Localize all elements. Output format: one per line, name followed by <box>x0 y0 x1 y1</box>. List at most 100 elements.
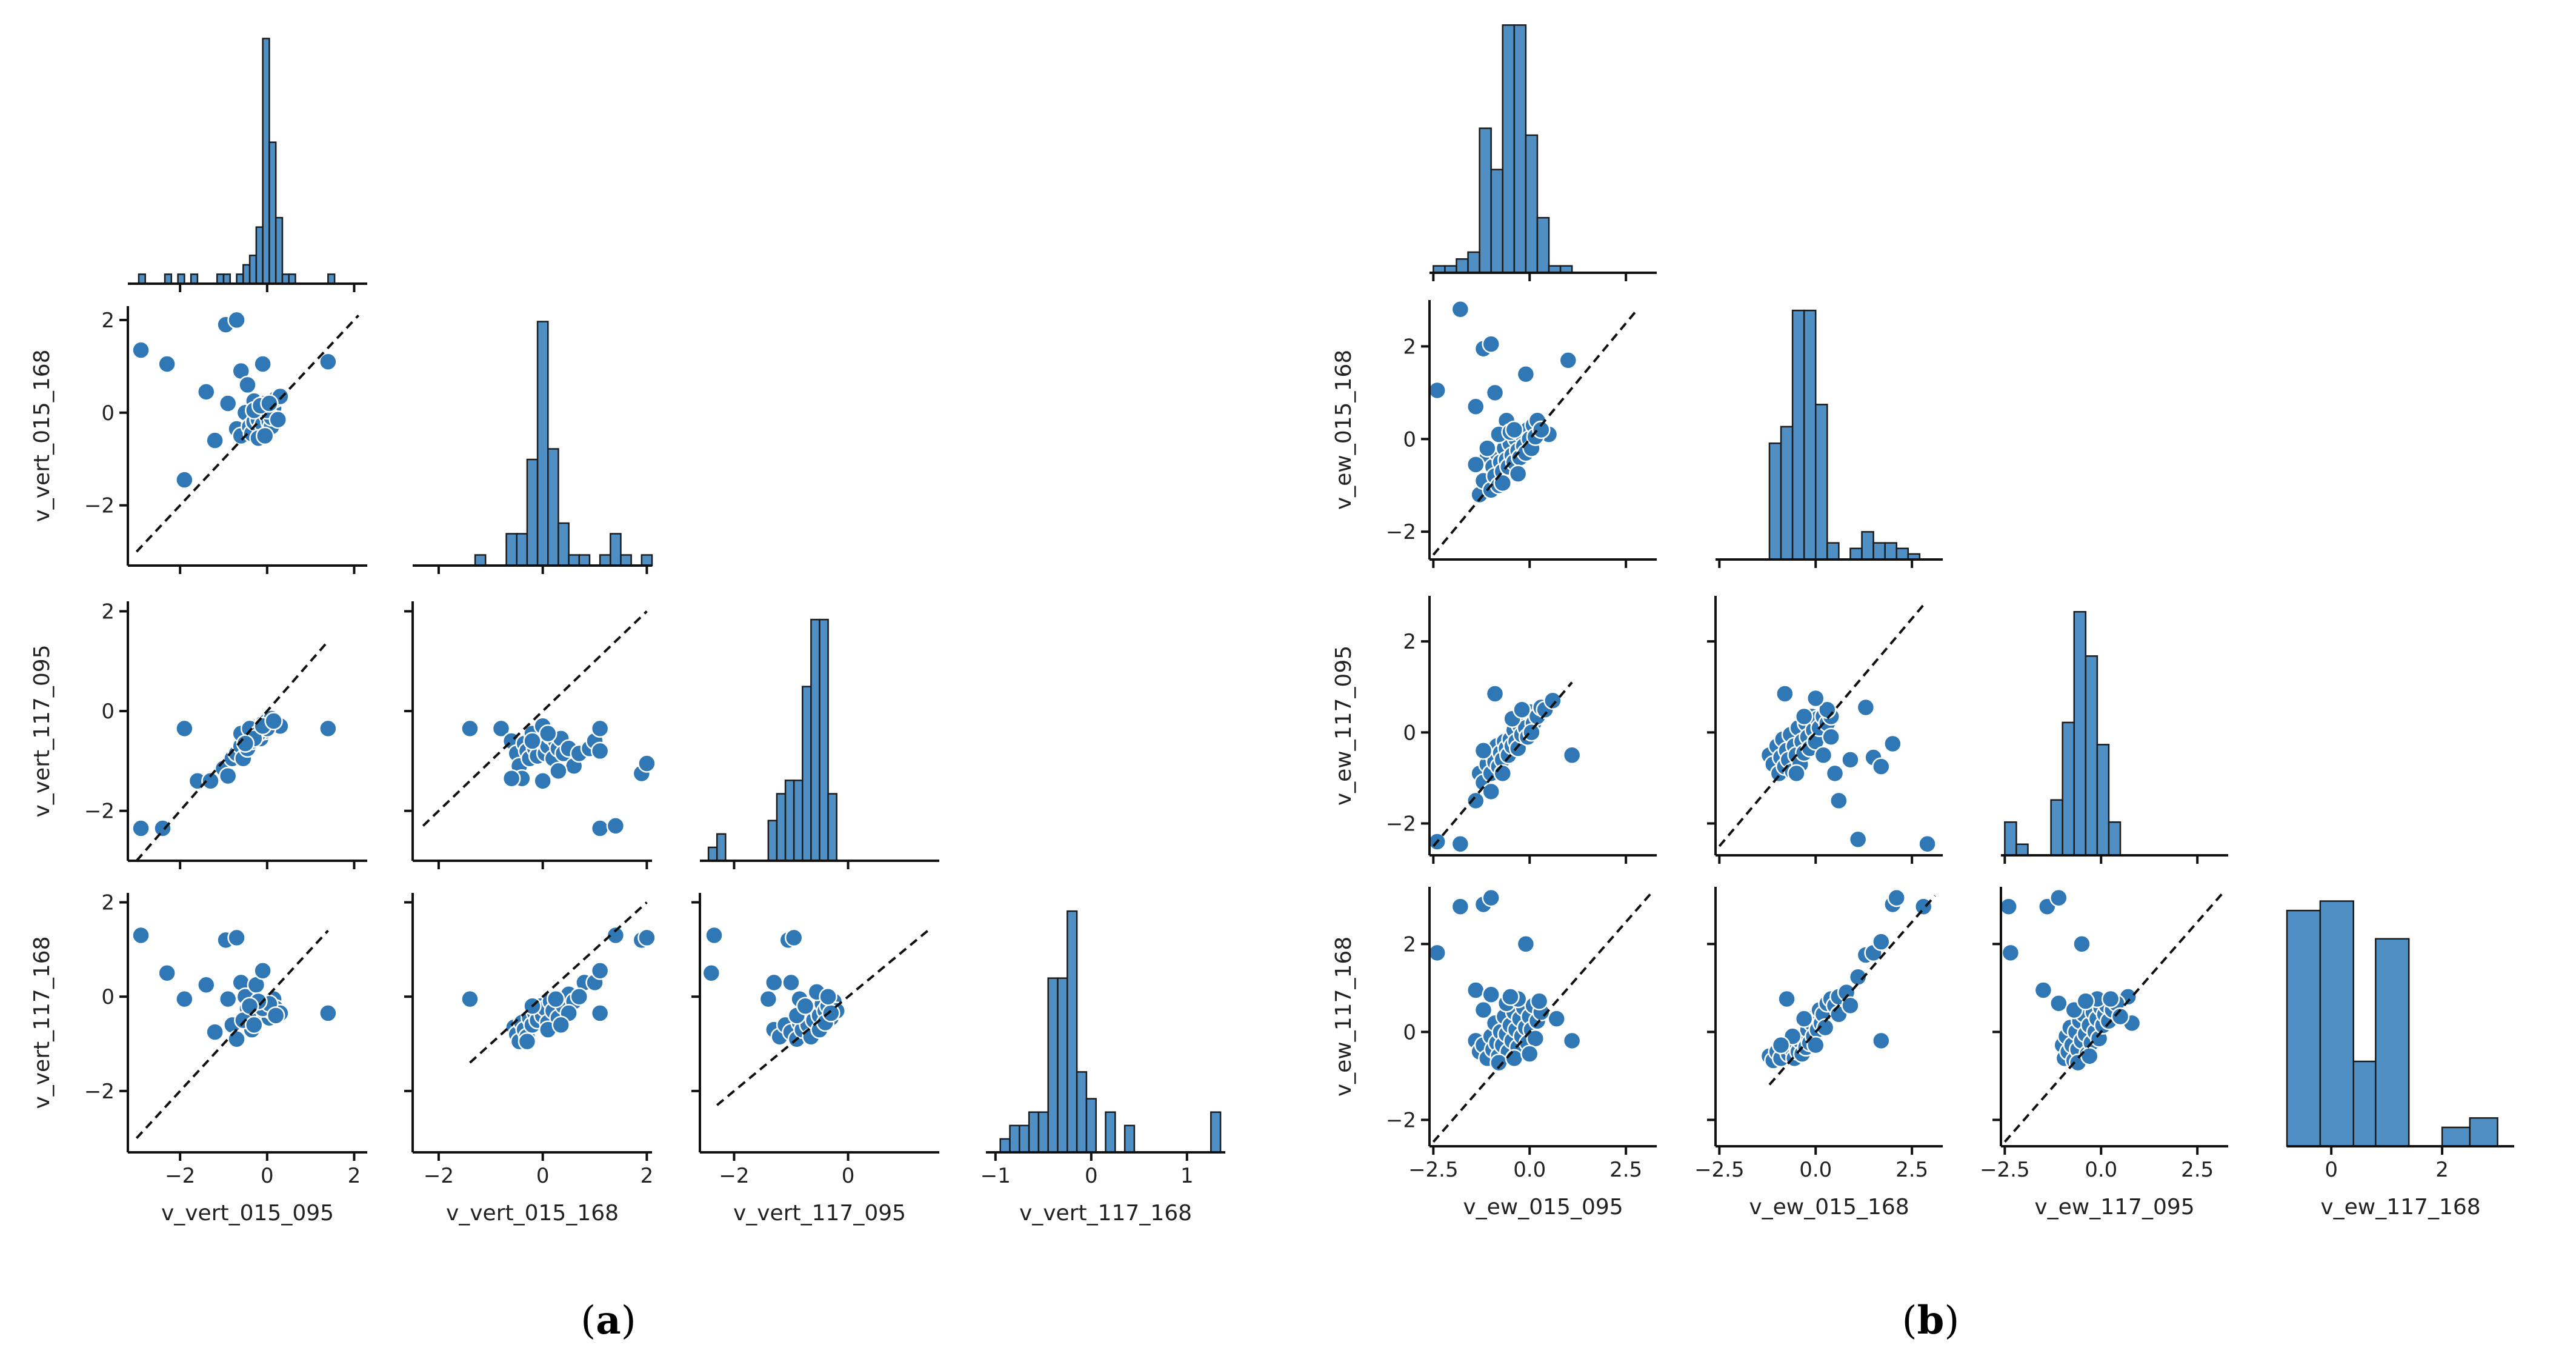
hist-bar <box>2375 938 2410 1147</box>
figure-label-b: (b) <box>1902 1298 1960 1343</box>
hist-bar <box>568 554 581 567</box>
hist-bar <box>242 264 251 285</box>
hist-bar <box>2062 721 2075 857</box>
hist-bar <box>1525 134 1539 274</box>
scatter-point <box>218 766 238 786</box>
scatter-point <box>1887 888 1906 907</box>
hist-bar <box>716 833 727 862</box>
y-tick-label: −2 <box>1386 1108 1416 1132</box>
scatter-point <box>1451 897 1470 916</box>
scatter-point <box>1848 967 1868 986</box>
hist-bar <box>1067 910 1078 1154</box>
identity-line <box>135 314 360 553</box>
hist-bar <box>599 554 611 567</box>
scatter-point <box>637 928 656 947</box>
identity-line <box>135 640 329 862</box>
y-axis-label: v_vert_015_168 <box>30 349 55 522</box>
scatter-point <box>1787 764 1806 783</box>
x-axis-label: v_ew_015_168 <box>1749 1195 1909 1220</box>
scatter-point <box>266 1006 285 1025</box>
hist-bar <box>557 522 570 567</box>
x-axis-label: v_ew_117_095 <box>2034 1195 2194 1220</box>
scatter-point <box>1428 381 1446 400</box>
scatter-point <box>1474 741 1493 760</box>
y-tick-label: 0 <box>1403 427 1416 452</box>
scatter-point <box>201 772 220 790</box>
scatter-point <box>1806 689 1825 708</box>
scatter-point <box>533 772 552 790</box>
hist-bar <box>505 533 518 567</box>
scatter-point <box>784 928 804 947</box>
scatter-point <box>2001 943 2020 963</box>
scatter-point <box>1794 1009 1814 1028</box>
panel-a-3-0: −2 0 2 −2 0 2 v_vert_015_095 v_vert_117_168 <box>30 891 367 1226</box>
scatter-point <box>1482 335 1500 353</box>
hist-bar <box>776 793 787 862</box>
y-tick-label: 0 <box>101 401 115 426</box>
y-tick-label: 0 <box>101 985 115 1009</box>
x-tick-label: 2.5 <box>2181 1158 2214 1182</box>
y-tick-label: 2 <box>101 309 115 333</box>
scatter-point <box>1777 989 1796 1009</box>
hist-bar <box>1768 443 1782 561</box>
panel-b-3-0: −2.5 0.0 2.5 −2 0 2 v_ew_015_095 v_ew_117_168 <box>1331 887 1657 1220</box>
scatter-point <box>1856 698 1875 717</box>
hist-bar <box>1849 547 1863 561</box>
panel-a-2-1 <box>404 601 656 869</box>
y-tick-label: −2 <box>1386 812 1416 836</box>
x-tick-label: −2.5 <box>1408 1158 1459 1182</box>
hist-bar <box>1009 1124 1020 1154</box>
panel-a-3-3: −1 0 1 v_vert_117_168 <box>980 910 1225 1226</box>
scatter-point <box>606 817 625 835</box>
scatter-point <box>1508 464 1528 483</box>
scatter-point <box>1562 1031 1582 1050</box>
scatter-point <box>539 724 557 743</box>
y-tick-label: −2 <box>1386 520 1416 544</box>
scatter-point <box>1872 757 1891 776</box>
y-tick-label: 2 <box>1403 335 1416 359</box>
scatter-point <box>319 719 338 738</box>
hist-bar <box>216 273 225 285</box>
scatter-point <box>2111 1007 2130 1026</box>
hist-bar <box>1076 1071 1088 1154</box>
x-tick-label: 2 <box>2435 1158 2449 1182</box>
hist-bar <box>1479 127 1492 274</box>
hist-bar <box>222 273 231 285</box>
scatter-point <box>264 712 283 730</box>
scatter-point <box>1547 1009 1566 1028</box>
hist-bar <box>2352 1060 2377 1147</box>
scatter-point <box>1505 1049 1524 1068</box>
scatter-point <box>461 719 479 738</box>
scatter-point <box>1428 943 1446 963</box>
y-tick-label: 0 <box>1403 1020 1416 1044</box>
scatter-point <box>1829 791 1848 810</box>
hist-bar <box>2073 611 2087 857</box>
hist-bar <box>2319 900 2355 1147</box>
hist-bar <box>620 554 632 567</box>
hist-bar <box>1490 169 1504 274</box>
hist-bar <box>793 780 804 862</box>
scatter-point <box>1466 981 1485 1000</box>
panel-a-2-2 <box>700 618 939 869</box>
hist-bar <box>610 533 622 567</box>
hist-bar <box>1502 24 1516 274</box>
scatter-point <box>461 989 479 1009</box>
hist-bar <box>999 1138 1011 1154</box>
scatter-point <box>255 426 275 446</box>
y-tick-label: 2 <box>101 891 115 915</box>
scatter-point <box>1482 782 1500 801</box>
hist-bar <box>248 255 258 285</box>
hist-bar <box>2085 655 2098 857</box>
scatter-point <box>1466 791 1485 810</box>
x-tick-label: −1 <box>980 1164 1011 1188</box>
y-tick-label: 0 <box>1403 721 1416 745</box>
scatter-point <box>1493 764 1513 783</box>
scatter-point <box>1516 365 1536 384</box>
hist-bar <box>2441 1126 2471 1147</box>
y-tick-label: 2 <box>1403 932 1416 957</box>
scatter-point <box>240 997 259 1016</box>
scatter-point <box>570 987 589 1006</box>
hist-bar <box>1057 977 1068 1154</box>
hist-bar <box>827 793 837 862</box>
